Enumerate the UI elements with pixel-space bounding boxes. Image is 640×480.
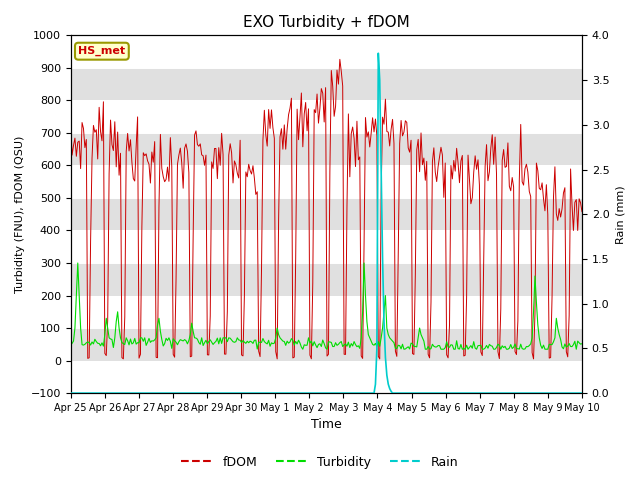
Bar [70,100,582,133]
Legend: fDOM, Turbidity, Rain: fDOM, Turbidity, Rain [176,451,464,474]
Bar [70,36,582,68]
Bar [70,296,582,328]
X-axis label: Time: Time [311,419,342,432]
Y-axis label: Rain (mm): Rain (mm) [615,185,625,243]
Bar [70,360,582,393]
Bar [70,166,582,198]
Y-axis label: Turbidity (FNU), fDOM (QSU): Turbidity (FNU), fDOM (QSU) [15,135,25,293]
Title: EXO Turbidity + fDOM: EXO Turbidity + fDOM [243,15,410,30]
Bar [70,230,582,263]
Text: HS_met: HS_met [78,46,125,56]
